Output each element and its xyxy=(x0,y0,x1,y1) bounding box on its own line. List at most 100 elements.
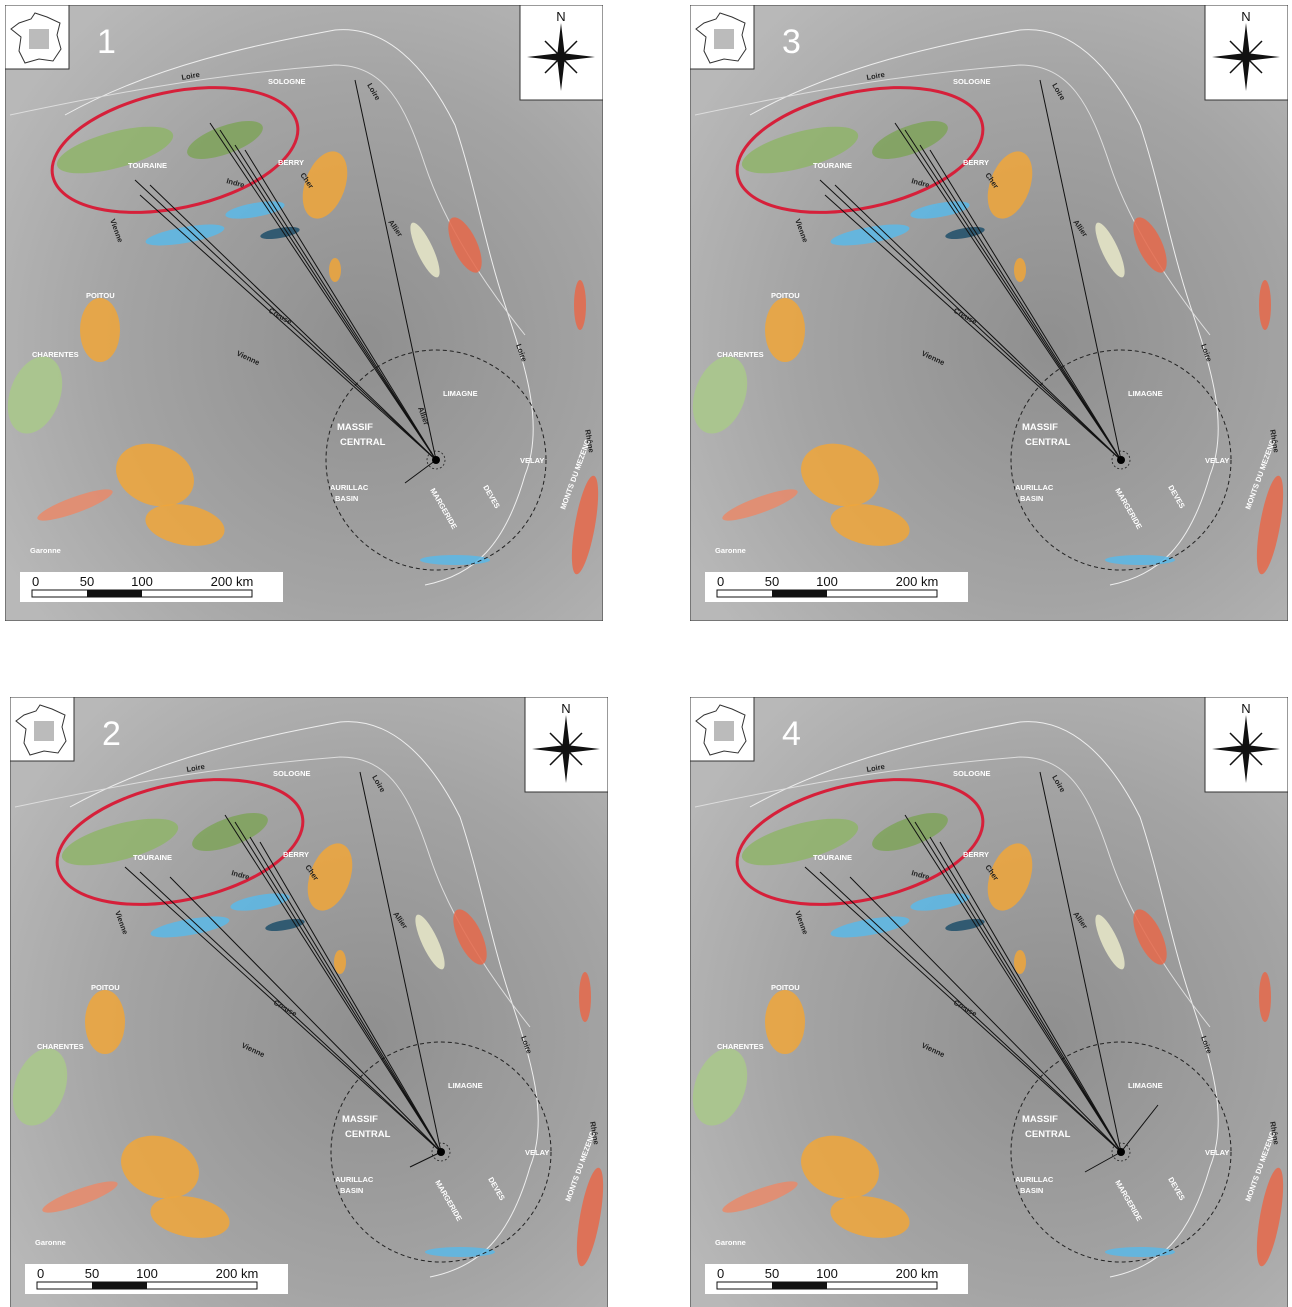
place-label: BASIN xyxy=(1020,1186,1043,1195)
place-label: CHARENTES xyxy=(717,350,764,359)
region-boundary xyxy=(749,721,1219,1278)
transfer-line xyxy=(824,194,1122,461)
place-label: SOLOGNE xyxy=(268,77,306,86)
geology-patch xyxy=(453,909,487,965)
geology-patch xyxy=(425,1247,495,1257)
place-label: TOURAINE xyxy=(128,161,167,170)
transfer-line xyxy=(234,821,442,1153)
geology-patch xyxy=(1133,909,1167,965)
place-label: BERRY xyxy=(283,850,309,859)
site-circle xyxy=(1111,1142,1131,1162)
geology-patch xyxy=(1259,972,1271,1022)
place-label: Garonne xyxy=(715,546,746,555)
geology-patch xyxy=(61,818,179,866)
geology-patch xyxy=(945,918,985,932)
geology-patch xyxy=(722,1181,798,1213)
place-label: LIMAGNE xyxy=(1128,389,1163,398)
place-label: CENTRAL xyxy=(1025,1129,1071,1140)
place-label: BERRY xyxy=(963,850,989,859)
geology-patch xyxy=(1014,258,1026,282)
place-label: TOURAINE xyxy=(813,853,852,862)
transfer-line xyxy=(409,1151,442,1168)
geology-patch xyxy=(571,475,599,575)
geology-patch xyxy=(1259,280,1271,330)
place-label: AURILLAC xyxy=(1015,483,1054,492)
geology-patch xyxy=(145,504,225,546)
radius-circle xyxy=(1010,1041,1232,1263)
place-label: TOURAINE xyxy=(133,853,172,862)
compass-diag xyxy=(1229,732,1263,766)
transfer-line xyxy=(404,459,437,484)
panel-number: 1 xyxy=(97,23,116,61)
panel-number: 2 xyxy=(102,715,121,753)
scale-label: 50 xyxy=(85,1266,99,1281)
transfer-line xyxy=(244,149,437,461)
geology-patch xyxy=(830,504,910,546)
study-area xyxy=(714,721,734,741)
highlight-ellipse xyxy=(735,86,985,214)
place-label: Loire xyxy=(866,70,886,82)
geology-patch xyxy=(579,972,591,1022)
geology-patch xyxy=(765,298,805,362)
geology-patch xyxy=(576,1167,604,1267)
geology-patch xyxy=(1133,217,1167,273)
north-label: N xyxy=(1241,701,1250,716)
geology-patch xyxy=(150,916,230,938)
transfer-line xyxy=(804,866,1122,1153)
site xyxy=(432,456,440,464)
place-label: SOLOGNE xyxy=(273,769,311,778)
place-label: Rhône xyxy=(583,429,596,454)
place-label: CHARENTES xyxy=(32,350,79,359)
geology-patch xyxy=(192,813,268,851)
place-label: CENTRAL xyxy=(340,437,386,448)
place-label: VELAY xyxy=(525,1148,549,1157)
geology-patch xyxy=(80,298,120,362)
panel-number: 4 xyxy=(782,715,801,753)
transfer-line xyxy=(939,841,1122,1153)
radius-circle xyxy=(330,1041,552,1263)
geology-patch xyxy=(1256,475,1284,575)
geology-patch xyxy=(830,916,910,938)
place-label: VELAY xyxy=(520,456,544,465)
place-label: BASIN xyxy=(340,1186,363,1195)
scale-label: 0 xyxy=(717,574,724,589)
place-label: VELAY xyxy=(1205,1148,1229,1157)
transfer-line xyxy=(259,841,442,1153)
place-label: Loire xyxy=(866,762,886,774)
geology-patch xyxy=(574,280,586,330)
scale-label: 200 km xyxy=(211,574,254,589)
geology-patch xyxy=(448,217,482,273)
geology-patch xyxy=(872,813,948,851)
geology-patch xyxy=(410,222,440,278)
transfer-line xyxy=(219,129,437,461)
place-label: LIMAGNE xyxy=(1128,1081,1163,1090)
site-circle xyxy=(431,1142,451,1162)
geology-patch xyxy=(1105,1247,1175,1257)
geology-patch xyxy=(1095,914,1125,970)
transfer-line xyxy=(904,814,1122,1153)
scale-label: 100 xyxy=(816,1266,838,1281)
transfer-line xyxy=(819,871,1122,1153)
scale-label: 0 xyxy=(717,1266,724,1281)
transfer-line xyxy=(1084,1151,1122,1173)
geology-patch xyxy=(116,443,194,507)
geology-patch xyxy=(415,914,445,970)
geology-patch xyxy=(1095,222,1125,278)
site xyxy=(1117,1148,1125,1156)
place-label: MASSIF xyxy=(342,1114,378,1125)
geology-patch xyxy=(987,843,1033,911)
geology-patch xyxy=(1256,1167,1284,1267)
transfer-line xyxy=(139,194,437,461)
transfer-line xyxy=(849,876,1122,1153)
scale-label: 50 xyxy=(765,574,779,589)
region-boundary xyxy=(69,721,539,1278)
transfer-line xyxy=(139,871,442,1153)
place-label: AURILLAC xyxy=(335,1175,374,1184)
scale-label: 0 xyxy=(32,574,39,589)
transfer-line xyxy=(919,144,1122,461)
scale-label: 0 xyxy=(37,1266,44,1281)
